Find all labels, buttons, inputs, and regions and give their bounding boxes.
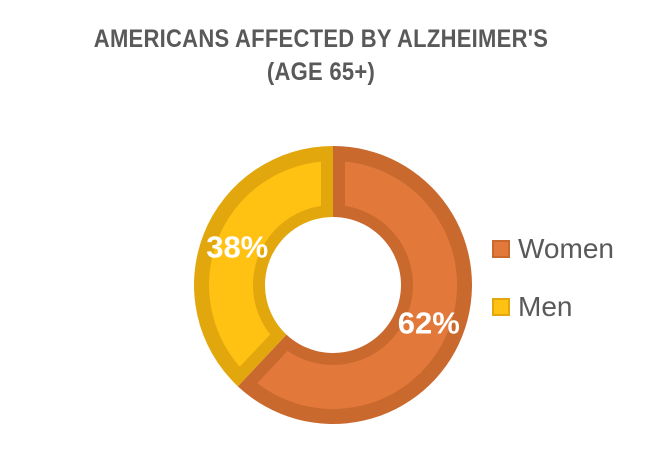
- legend-item-women[interactable]: Women: [492, 235, 614, 263]
- slice-women[interactable]: [257, 161, 457, 409]
- chart-title-line1: AMERICANS AFFECTED BY ALZHEIMER'S: [93, 25, 549, 53]
- chart-title-line2: (AGE 65+): [266, 58, 376, 86]
- data-label-men: 38%: [206, 230, 268, 265]
- legend-swatch-women: [492, 240, 510, 258]
- legend-label-women: Women: [518, 233, 614, 264]
- data-label-women: 62%: [398, 305, 460, 340]
- legend-swatch-men: [492, 298, 510, 316]
- slice-men[interactable]: [209, 161, 321, 367]
- chart-title: AMERICANS AFFECTED BY ALZHEIMER'S (AGE 6…: [39, 23, 604, 89]
- legend-label-men: Men: [518, 291, 573, 322]
- legend-item-men[interactable]: Men: [492, 293, 572, 321]
